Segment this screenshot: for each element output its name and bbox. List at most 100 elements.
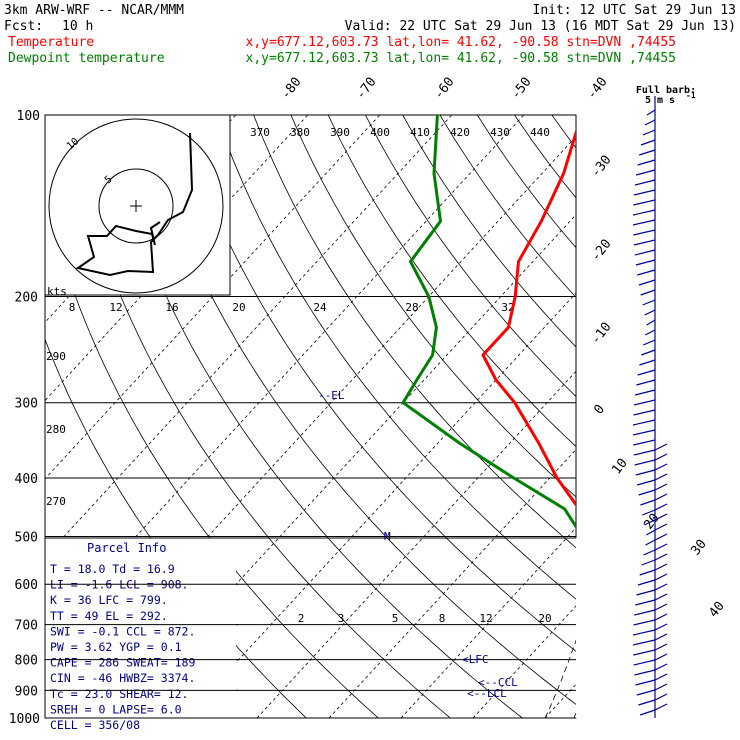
lower-grid-overlay: [236, 115, 740, 731]
wind-barb: [634, 179, 656, 186]
isotherm-line: [617, 115, 740, 718]
wind-barb: [632, 419, 656, 426]
dry-adiabat-line: [268, 538, 451, 718]
wind-barb: [632, 429, 656, 436]
parcel-info-row: CAPE = 286 SWEAT= 189: [50, 656, 195, 670]
wind-barb: [632, 639, 656, 646]
pressure-tick-label: 900: [15, 684, 38, 699]
wind-barb: [639, 569, 656, 576]
speed-tick-label: 28: [405, 301, 418, 314]
wind-barb: [634, 609, 656, 616]
wind-barb: [642, 299, 656, 306]
dry-adiabat-line: [236, 644, 307, 718]
wind-barb-flag: [654, 523, 668, 531]
pressure-tick-label: 800: [15, 654, 38, 669]
parcel-box-background: [45, 538, 633, 718]
theta-label: 380: [290, 126, 310, 139]
wind-barb-flag: [654, 633, 668, 641]
wind-barb-flag: [654, 683, 668, 691]
wind-barb: [633, 449, 656, 456]
dry-adiabat-line: [664, 115, 740, 731]
isotherm-label: -40: [584, 75, 610, 103]
wind-barb: [642, 509, 656, 516]
wind-barb: [636, 689, 656, 696]
isotherm-line: [689, 115, 740, 718]
dry-adiabat-line: [365, 115, 576, 398]
wind-barb: [640, 499, 656, 506]
speed-tick-label: 20: [232, 301, 245, 314]
dry-adiabat-line: [445, 538, 576, 652]
wind-barb: [635, 679, 656, 686]
wind-barb-flag: [654, 643, 668, 651]
mixing-ratio-label: 3: [338, 612, 345, 625]
wind-barb-flag: [654, 553, 668, 561]
wind-barb: [645, 539, 656, 546]
wind-barb: [643, 549, 656, 556]
dry-adiabat-line: [664, 115, 740, 731]
mixing-ratio-label: 8: [439, 612, 446, 625]
parcel-info-row: SWI = -0.1 CCL = 872.: [50, 624, 195, 638]
wind-barb-flag: [654, 503, 668, 511]
wind-barb: [634, 389, 656, 396]
isotherm-line: [184, 292, 576, 718]
wind-barb-flag: [654, 573, 668, 581]
dry-adiabat-line: [327, 538, 523, 718]
wind-barb-flag: [654, 703, 668, 711]
wind-barb: [633, 189, 656, 196]
wind-barb: [644, 119, 656, 126]
mixing-ratio-label: 2: [298, 612, 305, 625]
pressure-tick-label: 100: [17, 109, 40, 124]
dry-adiabat-line: [290, 115, 576, 498]
wind-barb: [642, 339, 656, 346]
pressure-tick-label: 400: [15, 472, 38, 487]
full-barb-exponent: -1: [686, 91, 696, 100]
theta-label: 410: [410, 126, 430, 139]
fcst-value: 10 h: [62, 19, 93, 34]
isotherm-line: [45, 115, 381, 480]
speed-tick-label: 24: [313, 301, 327, 314]
wind-barb-flag: [654, 613, 668, 621]
wind-barb: [639, 359, 656, 366]
wind-barb-flag: [654, 593, 668, 601]
wind-barb: [646, 529, 656, 536]
wind-barb: [636, 379, 656, 386]
wind-barb: [636, 479, 656, 486]
isotherm-line: [112, 214, 576, 718]
wind-barb: [632, 209, 656, 216]
wind-barb: [633, 619, 656, 626]
init-time: Init: 12 UTC Sat 29 Jun 13: [533, 3, 737, 18]
wind-barb: [644, 329, 656, 336]
wind-barb: [633, 659, 656, 666]
full-barb-unit: 5 m s: [645, 95, 675, 106]
dry-adiabat-line: [386, 538, 576, 705]
wind-barb: [636, 589, 656, 596]
isotherm-label: -80: [278, 75, 304, 103]
pressure-tick-label: 200: [15, 291, 38, 306]
wind-barb: [644, 309, 656, 316]
theta-left-label: 280: [46, 423, 66, 436]
temperature-profile-line: [481, 127, 576, 508]
isotherm-label: 0: [591, 402, 608, 417]
full-barb-label: Full barb:: [636, 85, 696, 96]
temperature-location: x,y=677.12,603.73 lat,lon= 41.62, -90.58…: [246, 35, 676, 50]
wind-barb-flag: [654, 483, 668, 491]
dewpoint-location: x,y=677.12,603.73 lat,lon= 41.62, -90.58…: [246, 51, 676, 66]
isotherm-line: [45, 115, 525, 636]
level-marker-label: <--CCL: [478, 676, 518, 689]
theta-label: 420: [450, 126, 470, 139]
wind-barb-flag: [654, 563, 668, 571]
isotherm-label: -50: [508, 75, 534, 103]
wind-barb: [641, 349, 656, 356]
wind-barb: [635, 259, 656, 266]
parcel-info-row: PW = 3.62 YGP = 0.1: [50, 640, 182, 654]
wind-barbs: [632, 96, 668, 718]
isotherm-line: [256, 370, 576, 718]
wind-barb-flag: [654, 603, 668, 611]
wind-barb: [633, 649, 656, 656]
theta-left-label: 270: [46, 495, 66, 508]
wind-barb: [632, 219, 656, 226]
wind-barb-flag: [654, 473, 668, 481]
theta-left-label: 290: [46, 350, 66, 363]
